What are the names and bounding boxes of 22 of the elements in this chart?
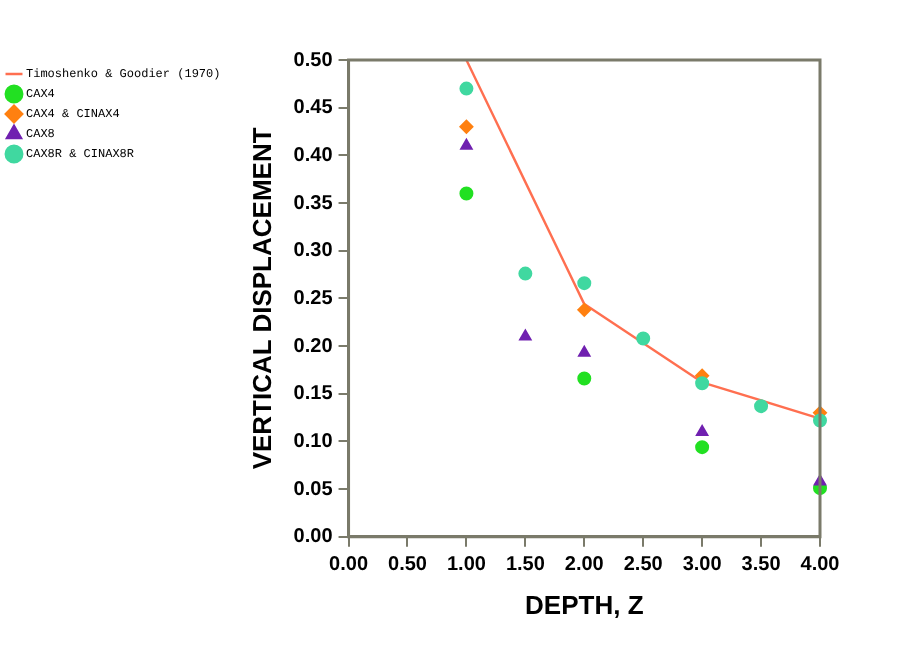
x-axis-title: DEPTH, Z <box>525 589 644 620</box>
y-tick-label: 0.50 <box>293 49 334 72</box>
y-tick-label: 0.20 <box>293 335 334 358</box>
x-tick-label: 1.50 <box>505 554 546 577</box>
x-tick-label: 4.00 <box>800 554 841 577</box>
y-tick-label: 0.25 <box>293 287 334 310</box>
y-tick-label: 0.40 <box>293 144 334 167</box>
x-tick-label: 0.00 <box>329 554 369 577</box>
y-tick-label: 0.35 <box>293 192 334 215</box>
x-tick-label: 1.00 <box>446 554 487 577</box>
y-axis-title: VERTICAL DISPLACEMENT <box>247 127 278 470</box>
y-tick-label: 0.05 <box>293 478 334 501</box>
y-tick-label: 0.15 <box>293 383 334 406</box>
x-tick-label: 2.50 <box>623 554 664 577</box>
x-tick-label: 3.00 <box>682 554 723 577</box>
y-tick-label: 0.10 <box>293 430 334 453</box>
x-tick-label: 0.50 <box>388 554 428 577</box>
x-tick-label: 2.00 <box>564 554 605 577</box>
y-tick-label: 0.30 <box>293 240 334 263</box>
x-tick-label: 3.50 <box>741 554 782 577</box>
y-tick-label: 0.00 <box>293 526 334 549</box>
y-tick-label: 0.45 <box>293 97 334 120</box>
